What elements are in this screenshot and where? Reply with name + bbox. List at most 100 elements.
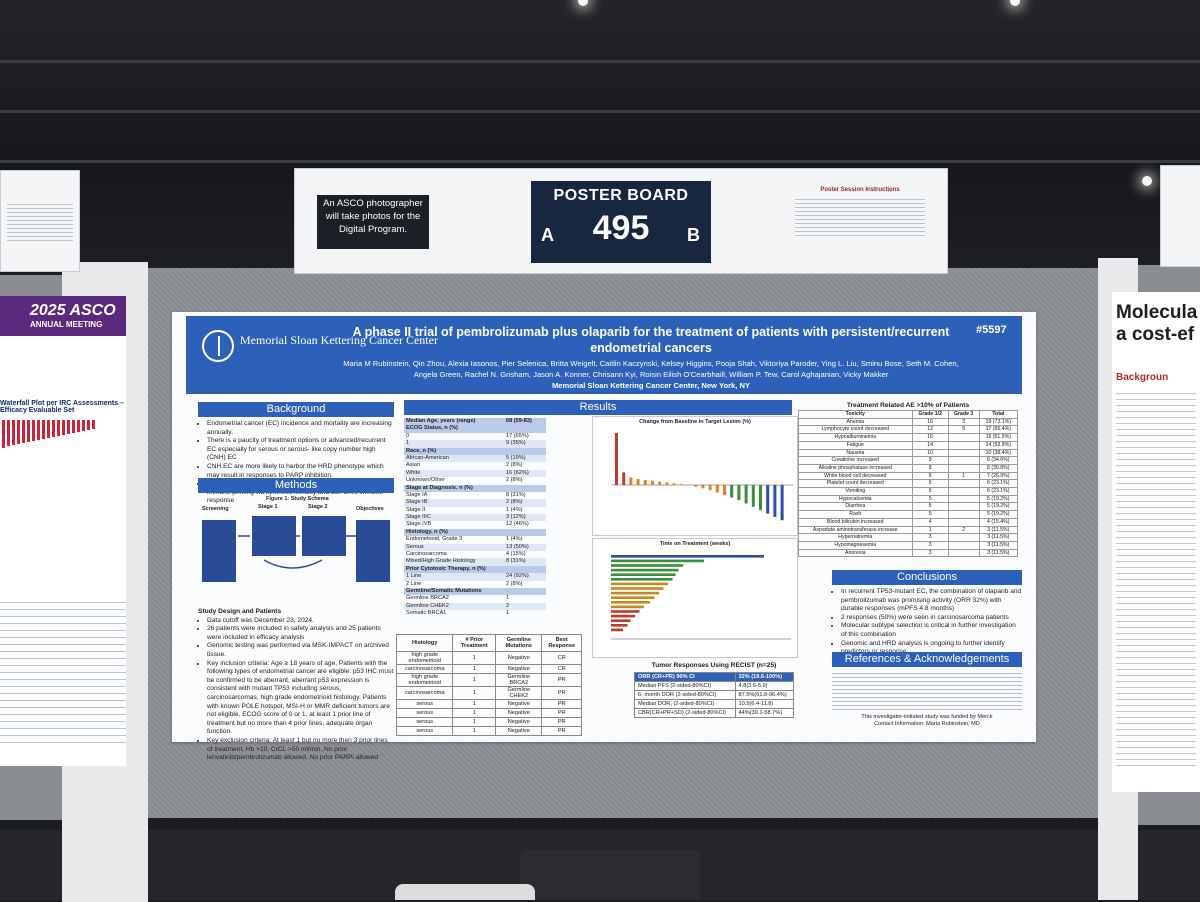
histology-row: serous 1 Negative PR xyxy=(395,717,582,727)
ae-cell: 5 xyxy=(947,425,980,435)
demographics-label: Germline CHEK2 xyxy=(406,602,449,609)
tot-bar xyxy=(611,555,764,558)
histology-cell: serous xyxy=(395,726,454,736)
recist-cell: Median DOR, (2-sided-80%CI) xyxy=(634,699,736,709)
study-design-bullet: Genomic testing was performed via MSK-IM… xyxy=(207,642,394,659)
waterfall-bar xyxy=(651,480,654,485)
tot-bar xyxy=(611,601,650,604)
tot-plot xyxy=(611,555,791,640)
ae-cell: 9 (34.6%) xyxy=(978,456,1019,465)
waterfall-title: Change from Baseline in Target Lesion (%… xyxy=(639,419,751,425)
ae-row: Creatinine increased 9 9 (34.6%) xyxy=(798,456,1019,465)
ae-cell xyxy=(947,433,980,442)
histology-header: Germline Mutations xyxy=(495,634,543,652)
histology-row: high grade endometrioid 1 Negative CR xyxy=(395,651,582,665)
ae-cell: 4 xyxy=(911,517,949,527)
demographics-row: ECOG Status, n (%) xyxy=(404,425,546,433)
demographics-value: 3 (12%) xyxy=(506,514,526,521)
schema-objectives-box xyxy=(356,520,390,582)
ae-header: Toxicity xyxy=(798,410,913,419)
waterfall-bar xyxy=(766,485,770,514)
waterfall-bar xyxy=(751,485,755,507)
demographics-row: Germline CHEK2 2 xyxy=(404,602,546,611)
demographics-value: 8 (31%) xyxy=(506,558,526,565)
ae-row: Platelet count decreased 6 6 (23.1%) xyxy=(798,479,1019,489)
study-schema: Figure 1: Study Schema Screening Stage 1… xyxy=(198,496,390,606)
waterfall-bar xyxy=(780,485,784,521)
recist-cell: 87.5%(61.8-96.4%) xyxy=(734,690,795,700)
poster-title: A phase II trial of pembrolizumab plus o… xyxy=(352,325,950,355)
ceiling-light xyxy=(1010,0,1020,6)
tot-bar xyxy=(611,587,664,590)
neighbor-title-line2: a cost-ef xyxy=(1116,324,1195,345)
tot-bar xyxy=(611,619,631,622)
board-side-b: B xyxy=(687,225,700,245)
histology-cell: 1 xyxy=(452,651,497,665)
demographics-row: Median Age, years (range) 68 (59-83) xyxy=(404,418,546,426)
asco-logo: 2025 ASCO xyxy=(30,302,116,319)
left-neighbor-poster: 2025 ASCO ANNUAL MEETING Waterfall Plot … xyxy=(0,296,126,766)
ae-cell xyxy=(947,440,980,450)
ae-cell: 7 (26.9%) xyxy=(978,471,1019,481)
ae-cell: Anorexia xyxy=(798,548,913,558)
demographics-label: Endometrioid, Grade 3 xyxy=(406,536,463,543)
demographics-value: 1 (4%) xyxy=(506,506,523,513)
tot-bar xyxy=(611,605,644,609)
ae-cell: Anemia xyxy=(798,417,913,427)
ae-cell: 16 xyxy=(911,417,949,427)
tot-bar xyxy=(611,596,655,599)
ae-cell: 1 xyxy=(947,471,980,481)
time-on-treatment-chart: Time on Treatment (weeks) xyxy=(592,538,798,658)
demographics-value: 2 (8%) xyxy=(506,499,523,506)
ae-cell: 10 (38.4%) xyxy=(978,448,1019,458)
left-instructions-sign xyxy=(0,170,80,272)
demographics-label: Stage IIIC xyxy=(406,514,431,521)
board-side-a: A xyxy=(541,225,554,245)
neighbor-table xyxy=(0,596,126,746)
demographics-value: 4 (15%) xyxy=(506,551,526,558)
ae-cell: Hypoalbuminemia xyxy=(798,433,913,442)
demographics-label: 1 xyxy=(406,440,410,447)
ae-cell: 16 (61.5%) xyxy=(978,433,1019,442)
demographics-row: Race, n (%) xyxy=(404,447,546,455)
ceiling-light xyxy=(578,0,588,6)
ae-row: Vomiting 6 6 (23.1%) xyxy=(798,487,1019,496)
ae-cell: 6 xyxy=(911,487,949,496)
demographics-row: Serous 13 (50%) xyxy=(404,543,546,552)
references-heading: References & Acknowledgements xyxy=(832,652,1022,667)
ae-cell: Creatinine increased xyxy=(798,456,913,465)
histology-cell: 1 xyxy=(452,699,497,709)
histology-row: carcinosarcoma 1 Germline CHEK2 PR xyxy=(395,686,582,700)
study-design-bullet: 26 patients were included in safety anal… xyxy=(207,625,394,642)
poster-board-header-sign: An ASCO photographer will take photos fo… xyxy=(294,168,948,274)
schema-stage2-label: Stage 2 xyxy=(308,504,328,510)
demographics-value: 2 xyxy=(506,602,510,609)
methods-heading: Methods xyxy=(198,478,394,493)
study-design-bullet: Data cutoff was December 23, 2024. xyxy=(207,617,394,626)
chair-seat xyxy=(395,884,535,900)
demographics-value: 2 (8%) xyxy=(506,462,523,469)
ae-row: Blood bilirubin increased 4 4 (15.4%) xyxy=(798,517,1019,527)
demographics-label: Mixed/High Grade Histology xyxy=(406,558,476,565)
tot-bar xyxy=(611,564,683,567)
tot-bar xyxy=(611,614,635,618)
sign-text-lines xyxy=(7,201,73,241)
ae-cell: Rash xyxy=(798,510,913,519)
demographics-value: 1 xyxy=(506,610,510,617)
conclusion-bullet: Genomic and HRD analysis is ongoing to f… xyxy=(841,640,1022,657)
ae-row: Hypomagnesemia 3 3 (11.5%) xyxy=(798,540,1019,550)
poster-board-number-plate: POSTER BOARD 495 A B xyxy=(531,181,711,263)
waterfall-bar xyxy=(773,485,777,517)
ae-row: Fatigue 14 14 (53.8%) xyxy=(798,440,1019,450)
histology-header: Histology xyxy=(395,634,454,652)
waterfall-bar xyxy=(665,482,669,485)
recist-row: CBR(CR+PR+SD) (2-sided-80%CI) 44%(30.1-58… xyxy=(634,708,795,718)
ae-cell xyxy=(947,548,980,558)
tot-bar xyxy=(611,624,628,627)
histology-row: carcinosarcoma 1 Negative CR xyxy=(395,664,582,674)
study-design-text: Study Design and Patients Data cutoff wa… xyxy=(198,608,394,763)
waterfall-bar xyxy=(636,479,640,485)
waterfall-plot xyxy=(611,433,793,521)
tot-bar xyxy=(611,591,659,595)
demographics-value xyxy=(506,425,546,432)
